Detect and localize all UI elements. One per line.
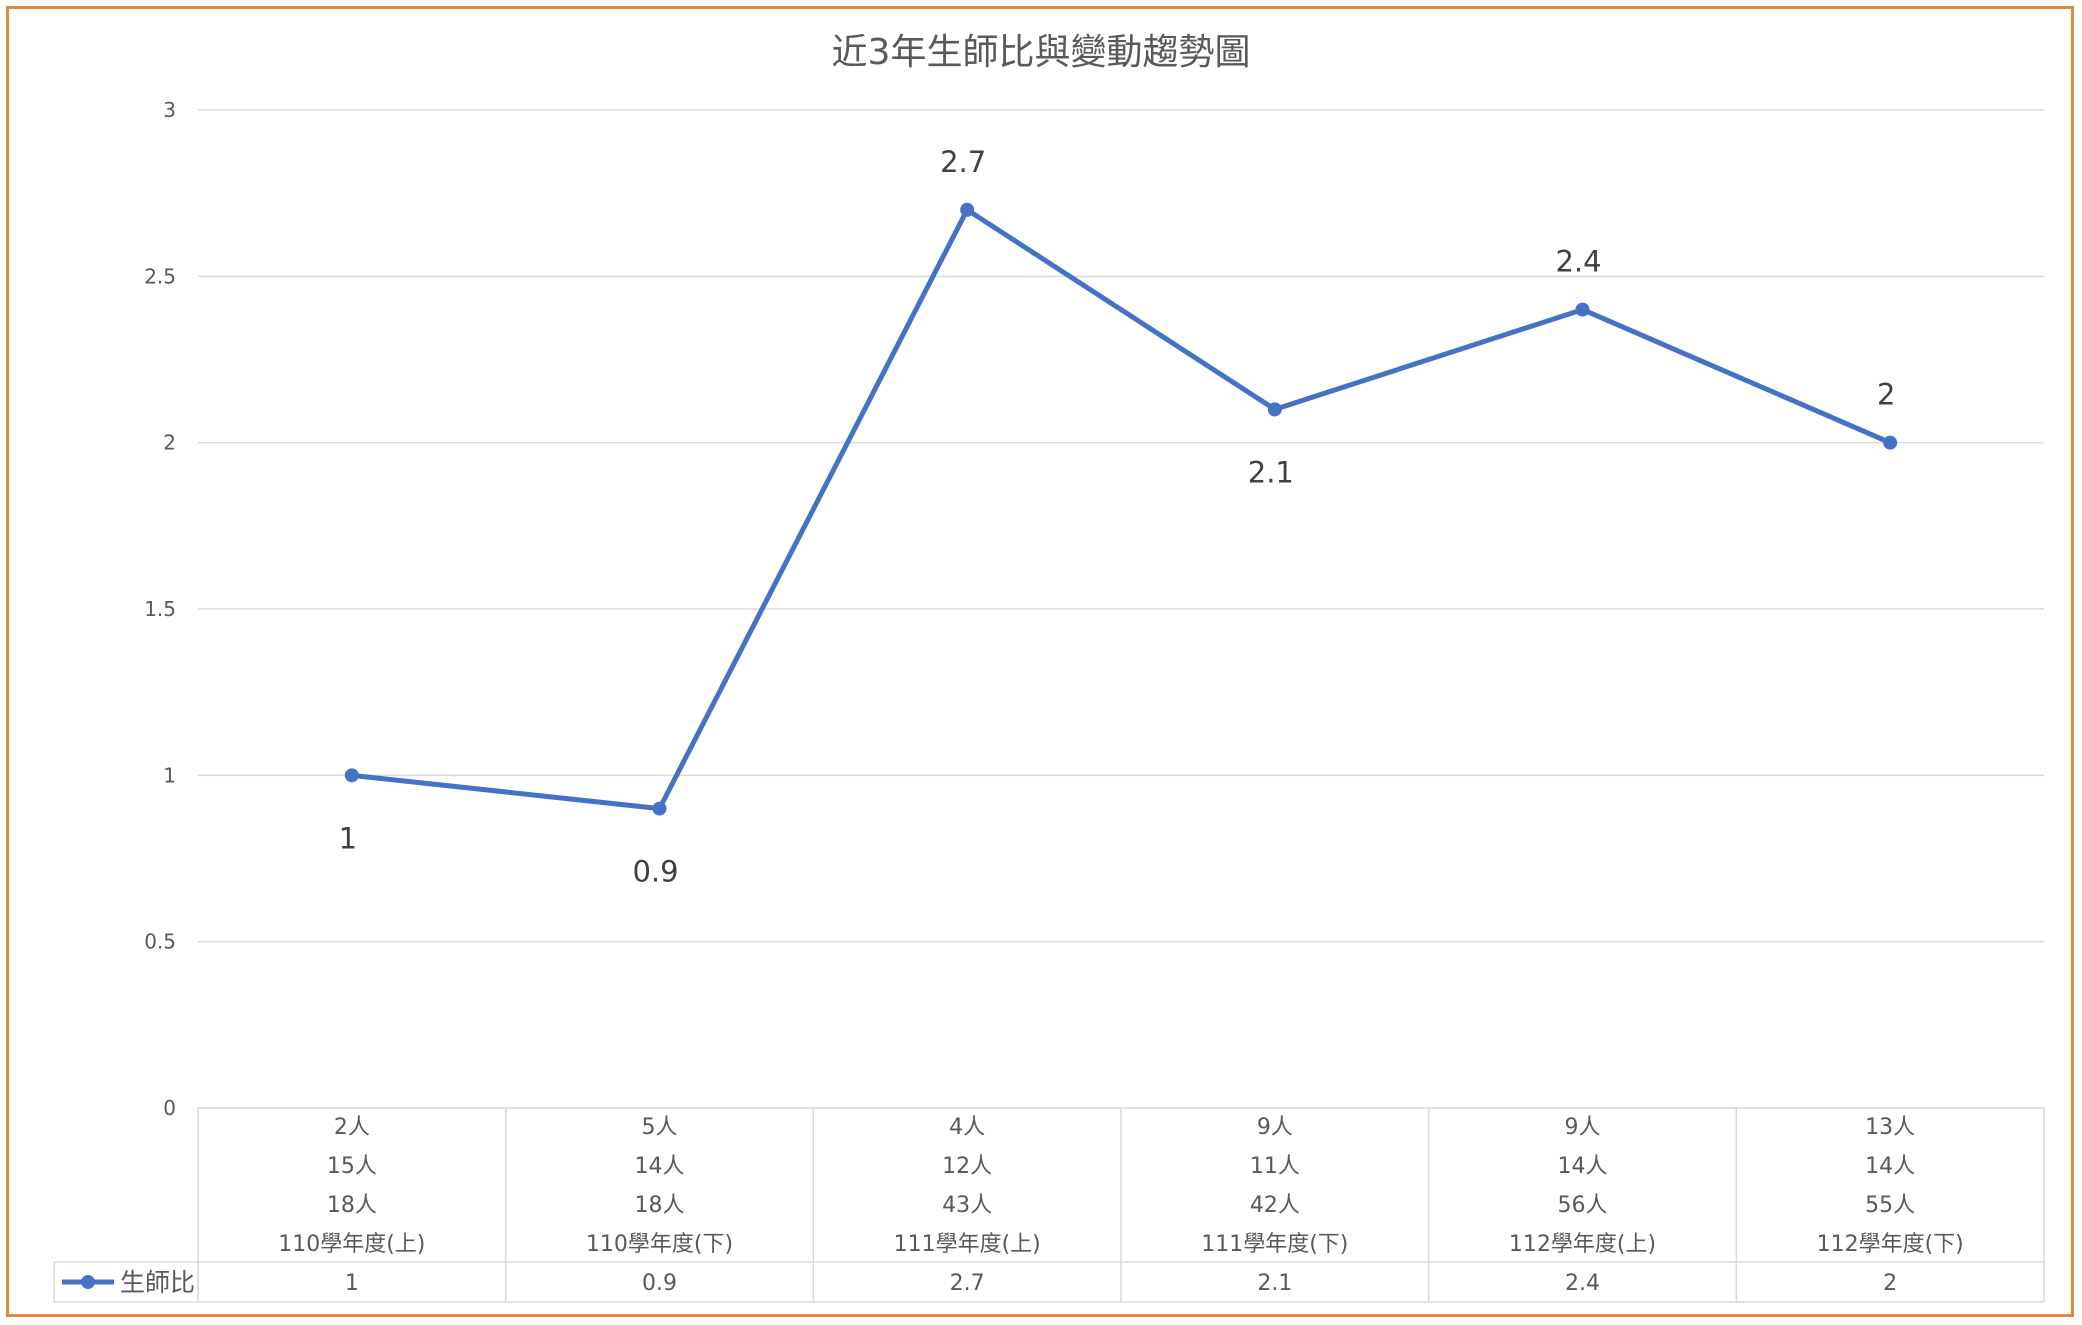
y-tick-label: 0 — [163, 1096, 176, 1120]
category-label: 15人 — [327, 1154, 377, 1179]
category-label: 18人 — [327, 1193, 377, 1218]
data-point — [960, 202, 975, 217]
category-label: 9人 — [1565, 1115, 1601, 1140]
category-label: 112學年度(下) — [1817, 1232, 1964, 1257]
chart-frame — [6, 6, 2074, 1317]
data-point — [344, 768, 359, 783]
category-label: 13人 — [1865, 1115, 1915, 1140]
data-point — [1575, 302, 1590, 317]
category-label: 14人 — [635, 1154, 685, 1179]
category-label: 18人 — [635, 1193, 685, 1218]
y-tick-label: 2 — [163, 431, 176, 455]
table-value: 2.7 — [950, 1271, 985, 1296]
data-point — [1267, 402, 1282, 417]
category-label: 4人 — [949, 1115, 985, 1140]
category-label: 12人 — [942, 1154, 992, 1179]
data-label: 2.7 — [940, 145, 986, 179]
legend-label: 生師比 — [120, 1268, 195, 1297]
category-label: 110學年度(下) — [586, 1232, 733, 1257]
category-label: 5人 — [642, 1115, 678, 1140]
category-label: 56人 — [1558, 1193, 1608, 1218]
category-label: 111學年度(下) — [1201, 1232, 1348, 1257]
category-label: 2人 — [334, 1115, 370, 1140]
category-label: 55人 — [1865, 1193, 1915, 1218]
category-label: 112學年度(上) — [1509, 1232, 1656, 1257]
legend-marker — [81, 1275, 95, 1289]
data-label: 2.4 — [1555, 245, 1601, 279]
category-label: 14人 — [1865, 1154, 1915, 1179]
table-value: 2.1 — [1257, 1271, 1292, 1296]
series-line — [351, 207, 1892, 812]
table-value: 0.9 — [642, 1271, 677, 1296]
table-value: 1 — [345, 1271, 359, 1296]
table-value: 2.4 — [1565, 1271, 1600, 1296]
y-tick-label: 3 — [163, 98, 176, 122]
category-label: 9人 — [1257, 1115, 1293, 1140]
category-label: 111學年度(上) — [894, 1232, 1041, 1257]
category-label: 43人 — [942, 1193, 992, 1218]
category-label: 42人 — [1250, 1193, 1300, 1218]
table-value: 2 — [1883, 1271, 1897, 1296]
category-label: 11人 — [1250, 1154, 1300, 1179]
data-label: 1 — [339, 821, 357, 855]
y-tick-label: 1.5 — [144, 597, 176, 621]
category-label: 110學年度(上) — [278, 1232, 425, 1257]
data-label: 2.1 — [1248, 455, 1294, 489]
data-label: 0.9 — [632, 855, 678, 889]
data-point — [1883, 435, 1898, 450]
chart-title: 近3年生師比與變動趨勢圖 — [832, 32, 1251, 73]
y-tick-label: 1 — [163, 763, 176, 787]
y-tick-label: 2.5 — [144, 264, 176, 288]
data-label: 2 — [1877, 378, 1895, 412]
y-tick-label: 0.5 — [144, 930, 176, 954]
category-label: 14人 — [1558, 1154, 1608, 1179]
data-point — [652, 801, 667, 816]
